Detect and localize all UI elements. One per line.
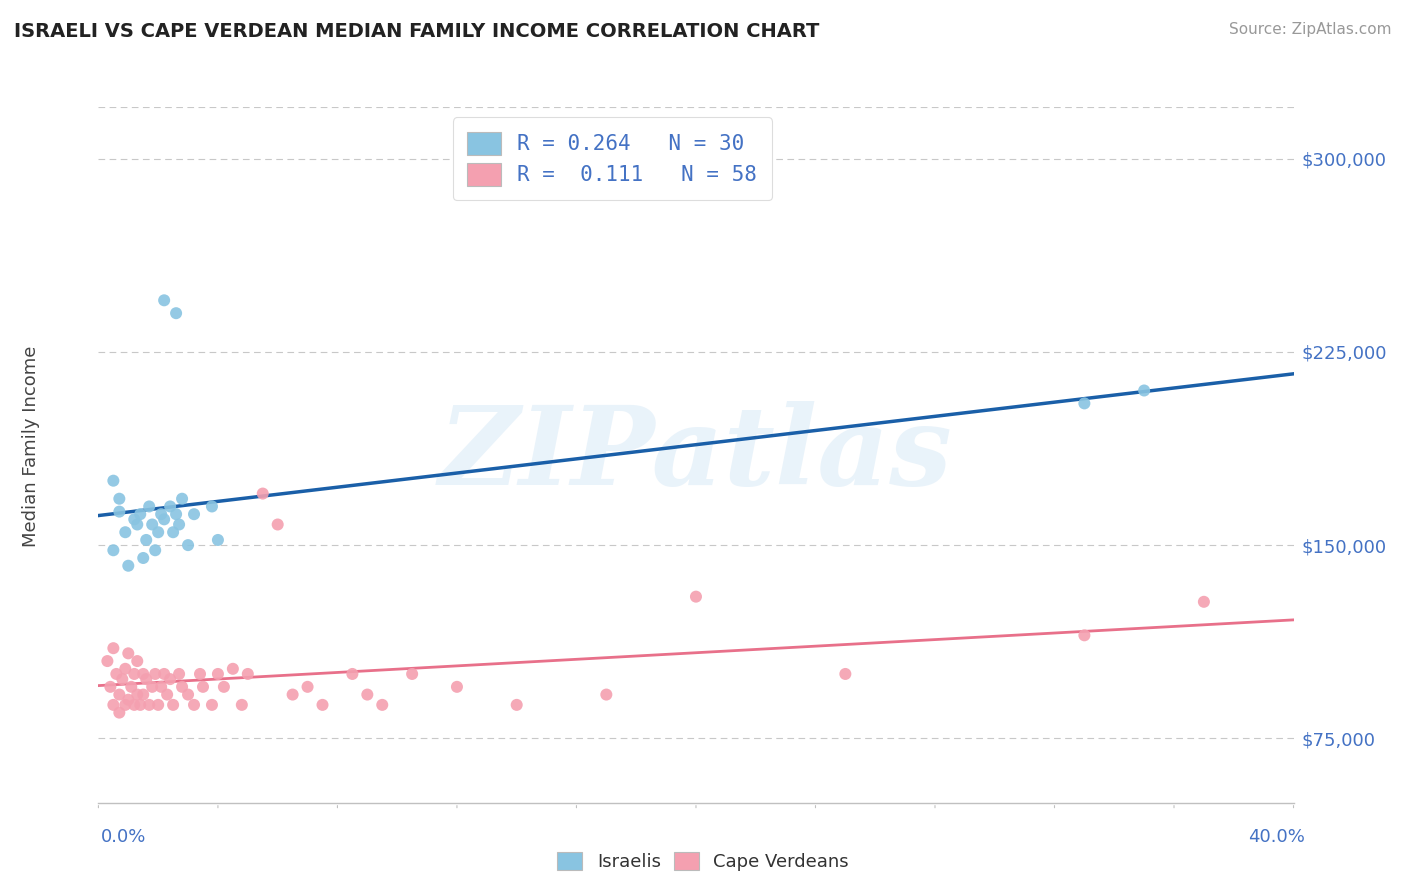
- Point: [138, 500, 160, 514]
- Legend: R = 0.264   N = 30, R =  0.111   N = 58: R = 0.264 N = 30, R = 0.111 N = 58: [453, 118, 772, 201]
- Point: [1073, 396, 1095, 410]
- Point: [1133, 384, 1156, 398]
- Point: [506, 698, 529, 712]
- Point: [103, 698, 125, 712]
- Point: [132, 688, 155, 702]
- Point: [159, 500, 181, 514]
- Point: [150, 680, 173, 694]
- Point: [127, 654, 149, 668]
- Point: [108, 688, 131, 702]
- Text: 0.0%: 0.0%: [101, 828, 146, 846]
- Point: [252, 486, 274, 500]
- Point: [177, 538, 200, 552]
- Point: [401, 667, 423, 681]
- Point: [120, 680, 142, 694]
- Point: [153, 667, 176, 681]
- Point: [114, 525, 136, 540]
- Point: [165, 507, 187, 521]
- Point: [124, 512, 146, 526]
- Point: [595, 688, 617, 702]
- Point: [371, 698, 394, 712]
- Point: [129, 507, 152, 521]
- Point: [114, 662, 136, 676]
- Point: [834, 667, 856, 681]
- Point: [124, 698, 146, 712]
- Point: [135, 672, 157, 686]
- Point: [201, 500, 224, 514]
- Point: [141, 517, 163, 532]
- Point: [183, 698, 205, 712]
- Point: [150, 507, 173, 521]
- Point: [177, 688, 200, 702]
- Point: [236, 667, 259, 681]
- Point: [159, 672, 181, 686]
- Point: [100, 680, 122, 694]
- Point: [201, 698, 224, 712]
- Point: [148, 525, 170, 540]
- Point: [127, 688, 149, 702]
- Point: [172, 491, 194, 506]
- Point: [111, 672, 134, 686]
- Point: [132, 551, 155, 566]
- Text: Median Family Income: Median Family Income: [22, 345, 39, 547]
- Point: [108, 706, 131, 720]
- Point: [153, 293, 176, 308]
- Point: [103, 474, 125, 488]
- Point: [281, 688, 304, 702]
- Point: [153, 512, 176, 526]
- Point: [167, 517, 190, 532]
- Point: [231, 698, 253, 712]
- Point: [188, 667, 211, 681]
- Point: [103, 641, 125, 656]
- Point: [212, 680, 235, 694]
- Point: [1073, 628, 1095, 642]
- Point: [148, 698, 170, 712]
- Point: [156, 688, 179, 702]
- Point: [183, 507, 205, 521]
- Point: [162, 698, 184, 712]
- Text: ISRAELI VS CAPE VERDEAN MEDIAN FAMILY INCOME CORRELATION CHART: ISRAELI VS CAPE VERDEAN MEDIAN FAMILY IN…: [14, 22, 820, 41]
- Point: [446, 680, 468, 694]
- Point: [207, 667, 229, 681]
- Point: [172, 680, 194, 694]
- Point: [311, 698, 333, 712]
- Point: [222, 662, 245, 676]
- Point: [117, 692, 139, 706]
- Point: [162, 525, 184, 540]
- Point: [207, 533, 229, 547]
- Point: [108, 491, 131, 506]
- Point: [105, 667, 128, 681]
- Point: [108, 505, 131, 519]
- Point: [135, 533, 157, 547]
- Point: [356, 688, 378, 702]
- Point: [141, 680, 163, 694]
- Point: [117, 646, 139, 660]
- Point: [191, 680, 214, 694]
- Point: [103, 543, 125, 558]
- Point: [167, 667, 190, 681]
- Point: [138, 698, 160, 712]
- Text: Source: ZipAtlas.com: Source: ZipAtlas.com: [1229, 22, 1392, 37]
- Point: [165, 306, 187, 320]
- Point: [685, 590, 707, 604]
- Point: [114, 698, 136, 712]
- Point: [143, 667, 166, 681]
- Point: [132, 667, 155, 681]
- Point: [1192, 595, 1215, 609]
- Point: [124, 667, 146, 681]
- Point: [117, 558, 139, 573]
- Point: [342, 667, 364, 681]
- Point: [297, 680, 319, 694]
- Text: ZIPatlas: ZIPatlas: [439, 401, 953, 508]
- Point: [96, 654, 118, 668]
- Text: 40.0%: 40.0%: [1249, 828, 1305, 846]
- Point: [143, 543, 166, 558]
- Point: [127, 517, 149, 532]
- Legend: Israelis, Cape Verdeans: Israelis, Cape Verdeans: [550, 846, 856, 879]
- Point: [129, 698, 152, 712]
- Point: [267, 517, 290, 532]
